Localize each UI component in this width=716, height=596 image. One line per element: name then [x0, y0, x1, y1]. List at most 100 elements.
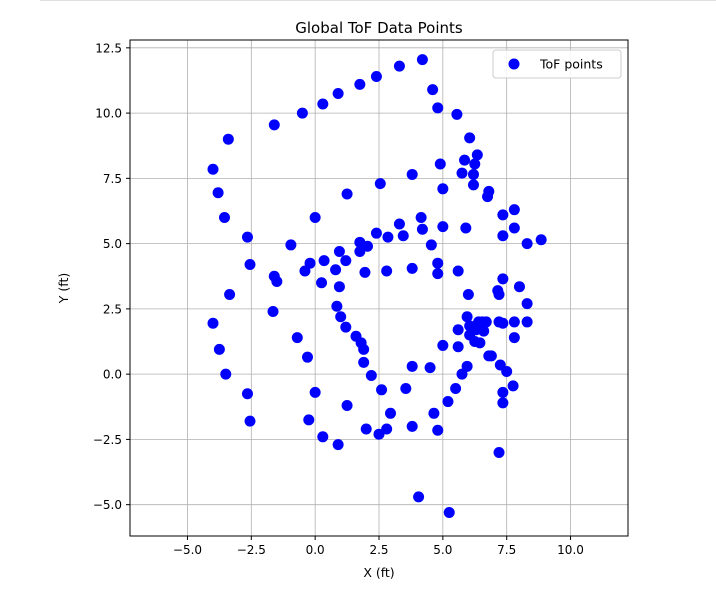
data-point [497, 397, 509, 409]
data-point [497, 209, 509, 221]
data-point [241, 388, 253, 400]
data-point [474, 337, 486, 349]
data-point [244, 259, 256, 271]
data-point [241, 231, 253, 243]
data-point [443, 507, 455, 519]
x-tick-label: 7.5 [497, 543, 516, 557]
data-point [291, 332, 303, 344]
data-point [362, 240, 374, 252]
data-point [424, 362, 436, 374]
y-tick-label: 0.0 [103, 368, 122, 382]
data-point [393, 60, 405, 72]
data-point [207, 163, 219, 175]
data-point [471, 149, 483, 161]
y-tick-label: 10.0 [95, 107, 122, 121]
data-point [212, 187, 224, 199]
data-point [513, 281, 525, 293]
data-point [222, 133, 234, 145]
legend-marker [508, 58, 520, 70]
data-point [393, 218, 405, 230]
data-point [497, 273, 509, 285]
data-point [335, 311, 347, 323]
x-tick-label: 0.0 [306, 543, 325, 557]
data-point [415, 212, 427, 224]
data-point [452, 341, 464, 353]
x-tick-label: −2.5 [237, 543, 266, 557]
data-point [332, 88, 344, 100]
data-point [271, 275, 283, 287]
data-point [341, 188, 353, 200]
data-point [397, 230, 409, 242]
data-point [493, 446, 505, 458]
data-point [456, 368, 468, 380]
data-point [507, 380, 519, 392]
data-point [467, 179, 479, 191]
data-point [497, 386, 509, 398]
data-point [508, 222, 520, 234]
x-axis-label: X (ft) [363, 565, 394, 580]
data-point [416, 223, 428, 235]
grid-lines [130, 40, 628, 536]
data-point [332, 439, 344, 451]
data-point [450, 383, 462, 395]
data-point [437, 339, 449, 351]
data-point [316, 277, 328, 289]
data-point [301, 351, 313, 363]
data-point [406, 262, 418, 274]
data-point [333, 245, 345, 257]
data-point [437, 221, 449, 233]
data-point [462, 289, 474, 301]
x-tick-label: 2.5 [369, 543, 388, 557]
data-point [207, 317, 219, 329]
data-point [317, 431, 329, 443]
data-point [318, 255, 330, 267]
data-point [358, 356, 370, 368]
data-point [317, 98, 329, 110]
data-point [303, 414, 315, 426]
data-point [296, 107, 308, 119]
data-point [359, 266, 371, 278]
data-point [535, 234, 547, 246]
data-point [432, 102, 444, 114]
y-axis-label: Y (ft) [56, 273, 71, 304]
data-point [428, 407, 440, 419]
data-point [427, 84, 439, 96]
data-point [459, 154, 471, 166]
data-point [406, 420, 418, 432]
data-point [497, 230, 509, 242]
data-point [406, 360, 418, 372]
data-point [382, 231, 394, 243]
data-point [365, 369, 377, 381]
data-point [452, 265, 464, 277]
data-point [406, 168, 418, 180]
data-point [331, 300, 343, 312]
data-point [360, 423, 372, 435]
data-point [434, 158, 446, 170]
data-point [376, 384, 388, 396]
data-point [461, 311, 473, 323]
data-point [485, 350, 497, 362]
data-point [451, 108, 463, 120]
data-point [416, 54, 428, 66]
top-divider [40, 0, 716, 1]
data-point [381, 265, 393, 277]
y-axis-ticks: −5.0 −2.5 0.0 2.5 5.0 7.5 10.0 12.5 [93, 41, 130, 512]
data-point [309, 386, 321, 398]
data-point [354, 78, 366, 90]
data-point [340, 255, 352, 267]
y-tick-label: 2.5 [103, 302, 122, 316]
data-point [299, 265, 311, 277]
x-tick-label: 10.0 [557, 543, 584, 557]
data-point [340, 321, 352, 333]
data-point [358, 343, 370, 355]
data-point [304, 257, 316, 269]
data-point [480, 316, 492, 328]
data-point [330, 264, 342, 276]
data-point [400, 383, 412, 395]
data-point [478, 325, 490, 337]
data-point [267, 305, 279, 317]
y-tick-label: −2.5 [93, 433, 122, 447]
data-point [442, 396, 454, 408]
data-point [432, 424, 444, 436]
data-point [220, 368, 232, 380]
